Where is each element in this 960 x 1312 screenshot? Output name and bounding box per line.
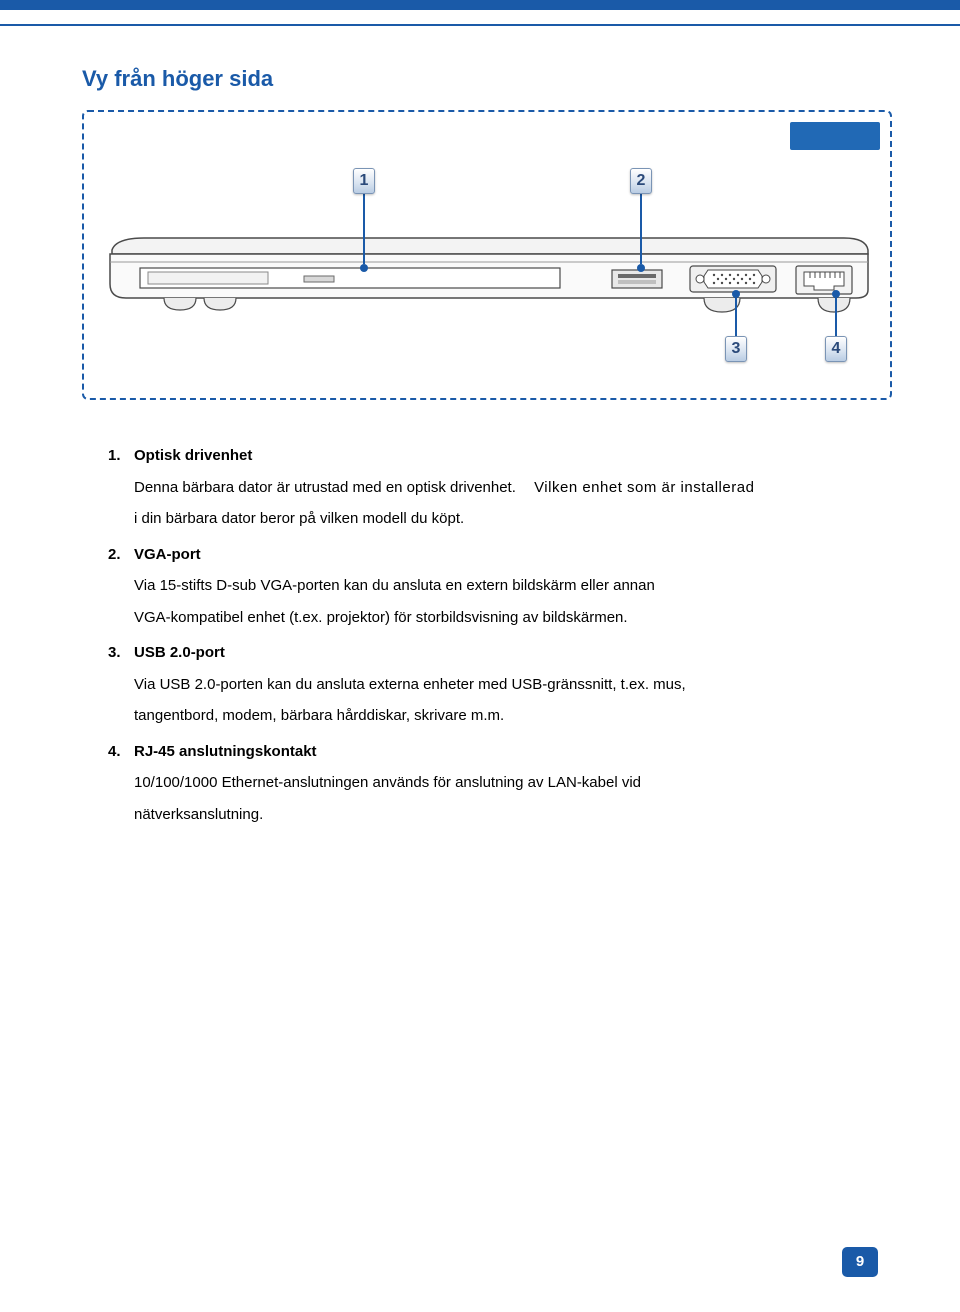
section-title: Vy från höger sida (82, 66, 878, 92)
item-1-desc-c: i din bärbara dator beror på vilken mode… (134, 510, 464, 527)
item-1-num: 1. (108, 440, 134, 472)
description-list: 1.Optisk drivenhet Denna bärbara dator ä… (82, 440, 878, 830)
item-1-desc: Denna bärbara dator är utrustad med en o… (108, 472, 878, 535)
callout-1-number: 1 (353, 168, 375, 194)
item-3-desc: Via USB 2.0-porten kan du ansluta extern… (108, 669, 878, 732)
item-2-title: VGA-port (134, 546, 201, 563)
item-2-num: 2. (108, 539, 134, 571)
item-2-desc: Via 15-stifts D-sub VGA-porten kan du an… (108, 570, 878, 633)
item-4-num: 4. (108, 736, 134, 768)
callout-3: 3 (724, 290, 748, 362)
item-1: 1.Optisk drivenhet Denna bärbara dator ä… (108, 440, 878, 535)
item-4-desc-b: nätverksanslutning. (134, 806, 263, 823)
item-4-desc-a: 10/100/1000 Ethernet-anslutningen använd… (134, 774, 641, 791)
callout-4: 4 (824, 290, 848, 362)
page-content: Vy från höger sida (0, 26, 960, 830)
item-1-desc-a: Denna bärbara dator är utrustad med en o… (134, 479, 516, 496)
item-3-desc-b: tangentbord, modem, bärbara hårddiskar, … (134, 707, 504, 724)
item-4-desc: 10/100/1000 Ethernet-anslutningen använd… (108, 767, 878, 830)
item-1-desc-b: Vilken enhet som är installerad (534, 479, 754, 496)
laptop-side-illustration (104, 232, 874, 327)
item-3-num: 3. (108, 637, 134, 669)
item-2-desc-b: VGA-kompatibel enhet (t.ex. projektor) f… (134, 609, 628, 626)
callout-2: 2 (629, 168, 653, 272)
diagram-tab (790, 122, 880, 150)
callout-1: 1 (352, 168, 376, 272)
item-2: 2.VGA-port Via 15-stifts D-sub VGA-porte… (108, 539, 878, 634)
item-1-title: Optisk drivenhet (134, 447, 252, 464)
item-3-title: USB 2.0-port (134, 644, 225, 661)
header-rule (0, 10, 960, 26)
diagram-container: 1 2 3 4 (82, 110, 892, 400)
callout-2-number: 2 (630, 168, 652, 194)
item-4-title: RJ-45 anslutningskontakt (134, 743, 317, 760)
header-band (0, 0, 960, 10)
callout-4-number: 4 (825, 336, 847, 362)
item-2-desc-a: Via 15-stifts D-sub VGA-porten kan du an… (134, 577, 655, 594)
item-4: 4.RJ-45 anslutningskontakt 10/100/1000 E… (108, 736, 878, 831)
item-3: 3.USB 2.0-port Via USB 2.0-porten kan du… (108, 637, 878, 732)
item-3-desc-a: Via USB 2.0-porten kan du ansluta extern… (134, 676, 686, 693)
callout-3-number: 3 (725, 336, 747, 362)
page-number: 9 (842, 1247, 878, 1277)
